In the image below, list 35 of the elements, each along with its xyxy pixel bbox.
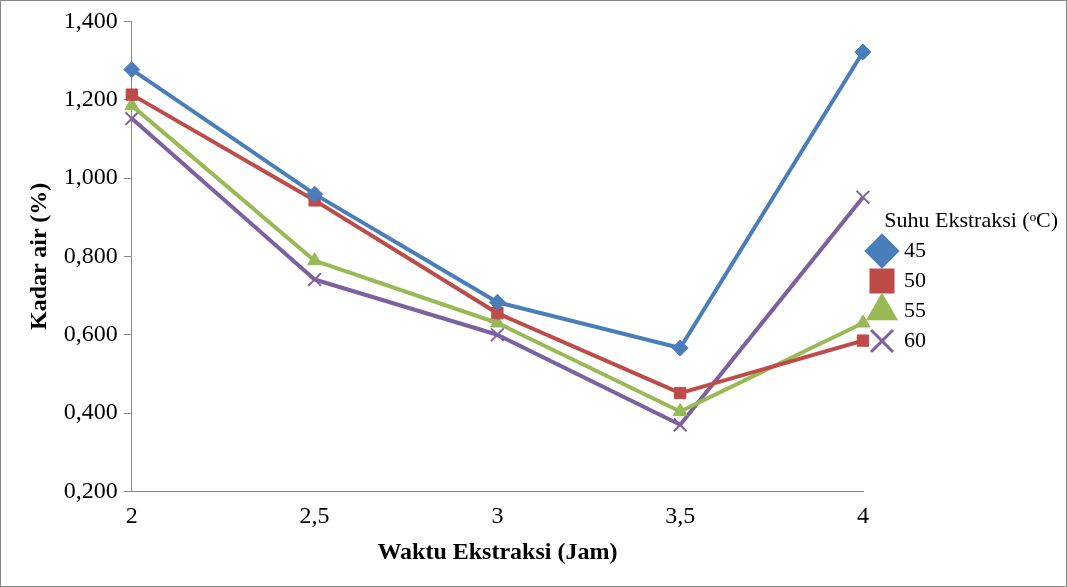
y-axis-title: Kadar air (%) [24,182,51,330]
point [855,314,871,328]
y-tick-label: 0,200 [63,476,118,503]
y-tick-label: 1,400 [63,6,118,33]
point [672,417,688,433]
x-tick-label: 3,5 [665,502,696,529]
point [306,185,324,203]
y-tick-label: 0,600 [63,320,118,347]
point [307,252,323,266]
point [125,88,138,101]
point [854,43,872,61]
point [124,111,140,126]
point [856,334,870,347]
point [307,272,322,287]
y-tick-label: 0,400 [63,398,118,425]
point [855,189,871,205]
y-tick-label: 1,000 [63,163,118,190]
point [674,386,687,400]
point [490,327,505,343]
y-tick-label: 0,800 [63,241,118,268]
x-tick-label: 4 [857,502,869,529]
legend-title: Suhu Ekstraksi (ᵒC) [884,206,1058,232]
x-tick-label: 2,5 [299,502,330,529]
point [488,293,506,311]
x-tick-label: 3 [491,502,504,529]
x-axis-title: Waktu Ekstraksi (Jam) [377,537,618,564]
legend-label: 45 [904,236,926,262]
point [123,61,141,79]
legend-label: 60 [904,326,926,352]
point [672,403,688,416]
legend-label: 55 [904,296,926,322]
legend-label: 50 [904,266,926,292]
y-tick-label: 1,200 [63,85,118,112]
point [671,339,689,357]
x-tick-label: 2 [125,502,138,529]
